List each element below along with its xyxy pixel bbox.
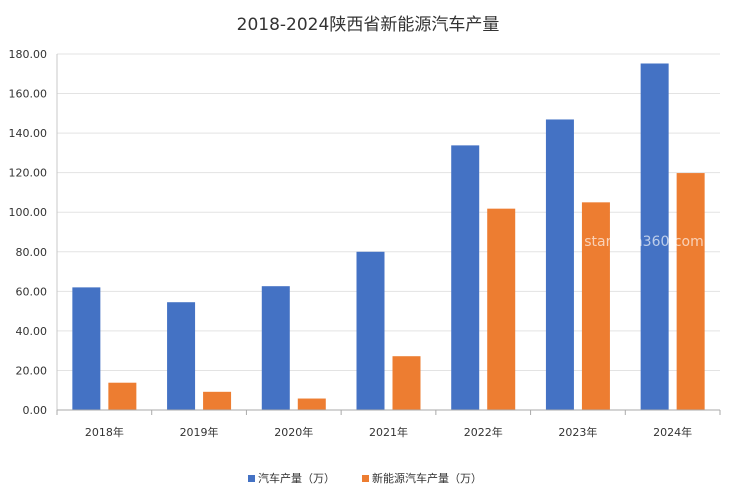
- x-tick-label: 2022年: [464, 425, 503, 439]
- bars: [72, 63, 705, 410]
- chart-title: 2018-2024陕西省新能源汽车产量: [237, 15, 500, 35]
- y-tick-label: 0.00: [23, 404, 48, 417]
- x-tick-label: 2021年: [369, 425, 408, 439]
- y-axis-ticks: 0.00 20.00 40.00 60.00 80.00 100.00 120.00 140.…: [9, 48, 58, 417]
- x-tick-label: 2018年: [85, 425, 124, 439]
- bar-vehicle-output: [640, 63, 669, 410]
- bar-nev-output: [392, 356, 421, 410]
- x-tick-label: 2020年: [274, 425, 313, 439]
- bar-vehicle-output: [356, 251, 385, 410]
- x-tick-label: 2019年: [180, 425, 219, 439]
- y-tick-label: 40.00: [16, 325, 48, 338]
- bar-nev-output: [676, 173, 705, 410]
- bar-nev-output: [108, 382, 137, 410]
- legend: 汽车产量（万） 新能源汽车产量（万）: [248, 471, 482, 485]
- bar-vehicle-output: [545, 119, 574, 410]
- y-tick-label: 80.00: [16, 246, 48, 259]
- y-tick-label: 140.00: [9, 127, 48, 140]
- bar-nev-output: [297, 398, 326, 410]
- bar-vehicle-output: [451, 145, 480, 410]
- legend-label: 新能源汽车产量（万）: [372, 471, 482, 485]
- bar-nev-output: [487, 208, 516, 410]
- y-tick-label: 160.00: [9, 88, 48, 101]
- bar-vehicle-output: [72, 287, 101, 410]
- bar-nev-output: [203, 391, 232, 410]
- gridlines: [57, 53, 720, 371]
- y-tick-label: 180.00: [9, 48, 48, 61]
- watermark: stardata360.com: [584, 234, 703, 250]
- y-tick-label: 120.00: [9, 167, 48, 180]
- legend-swatch: [362, 475, 369, 482]
- x-axis: 2018年 2019年 2020年 2021年 2022年 2023年 2024年: [56, 409, 721, 439]
- y-tick-label: 60.00: [16, 285, 48, 298]
- legend-swatch: [248, 475, 255, 482]
- x-tick-label: 2024年: [653, 425, 692, 439]
- bar-nev-output: [581, 202, 610, 410]
- bar-vehicle-output: [167, 302, 196, 410]
- y-tick-label: 20.00: [16, 364, 48, 377]
- y-tick-label: 100.00: [9, 206, 48, 219]
- bar-vehicle-output: [261, 286, 290, 410]
- legend-label: 汽车产量（万）: [258, 471, 335, 485]
- x-tick-label: 2023年: [558, 425, 597, 439]
